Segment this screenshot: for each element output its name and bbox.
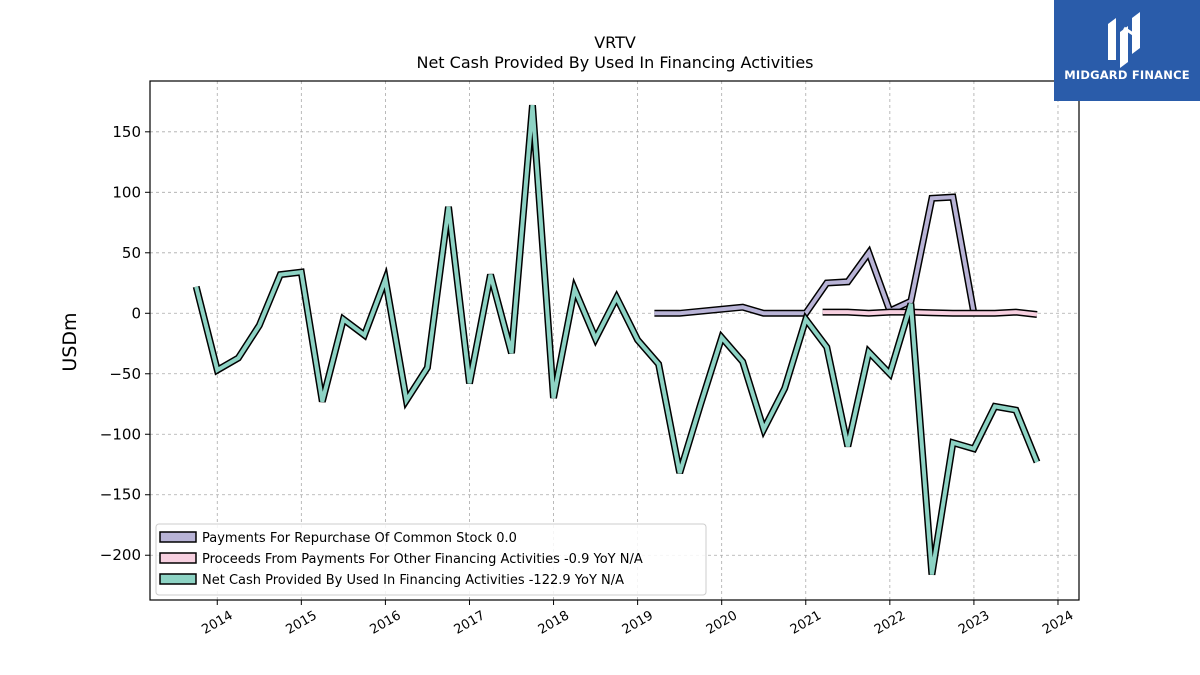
x-tick-label: 2014 <box>199 608 235 638</box>
x-tick-label: 2018 <box>536 608 572 638</box>
y-axis-label: USDm <box>59 312 81 371</box>
x-axis: 2014 2015 2016 2017 2018 2019 2020 2021 2022 2023… <box>199 600 1076 638</box>
chart-title: VRTV <box>594 33 636 52</box>
x-tick-label: 2024 <box>1040 608 1076 638</box>
y-tick-label: 0 <box>131 304 141 322</box>
series-line-stroke <box>194 105 1039 575</box>
series-line-2 <box>822 308 1038 318</box>
series-layer <box>192 104 1041 576</box>
y-tick-label: −100 <box>100 425 141 443</box>
series-line-stroke <box>654 195 976 316</box>
x-tick-label: 2019 <box>620 608 656 638</box>
logo-mark-icon <box>1108 12 1140 68</box>
legend-swatch-3 <box>159 573 197 585</box>
logo-text: MIDGARD FINANCE <box>1064 68 1190 82</box>
plot-frame <box>149 80 1080 601</box>
x-tick-label: 2021 <box>788 608 824 638</box>
series-line-outline <box>192 104 1041 576</box>
legend-label-1: Payments For Repurchase Of Common Stock … <box>202 531 517 546</box>
y-axis: 150 100 50 0 −50 −100 −150 −200 <box>100 123 150 564</box>
legend-swatch-2 <box>159 552 197 564</box>
legend: Payments For Repurchase Of Common Stock … <box>155 523 707 596</box>
x-tick-label: 2016 <box>368 608 404 638</box>
x-tick-label: 2022 <box>872 608 908 638</box>
legend-label-2: Proceeds From Payments For Other Financi… <box>202 552 643 567</box>
y-tick-label: −50 <box>109 365 141 383</box>
x-tick-label: 2015 <box>284 608 320 638</box>
legend-label-3: Net Cash Provided By Used In Financing A… <box>202 573 624 588</box>
legend-box <box>155 523 707 596</box>
legend-swatch-1 <box>159 531 197 543</box>
y-tick-label: 100 <box>112 183 141 201</box>
y-tick-label: −150 <box>100 486 141 504</box>
x-tick-label: 2020 <box>704 608 740 638</box>
y-tick-label: 150 <box>112 123 141 141</box>
x-tick-label: 2017 <box>452 608 488 638</box>
x-tick-label: 2023 <box>956 608 992 638</box>
series-line-1 <box>654 193 978 317</box>
y-tick-label: −200 <box>100 546 141 564</box>
series-line-3 <box>192 104 1041 576</box>
midgard-finance-logo: MIDGARD FINANCE <box>1054 0 1200 101</box>
chart-subtitle: Net Cash Provided By Used In Financing A… <box>416 53 813 72</box>
series-line-stroke <box>822 310 1038 317</box>
series-line-outline <box>654 193 978 317</box>
y-tick-label: 50 <box>122 244 141 262</box>
